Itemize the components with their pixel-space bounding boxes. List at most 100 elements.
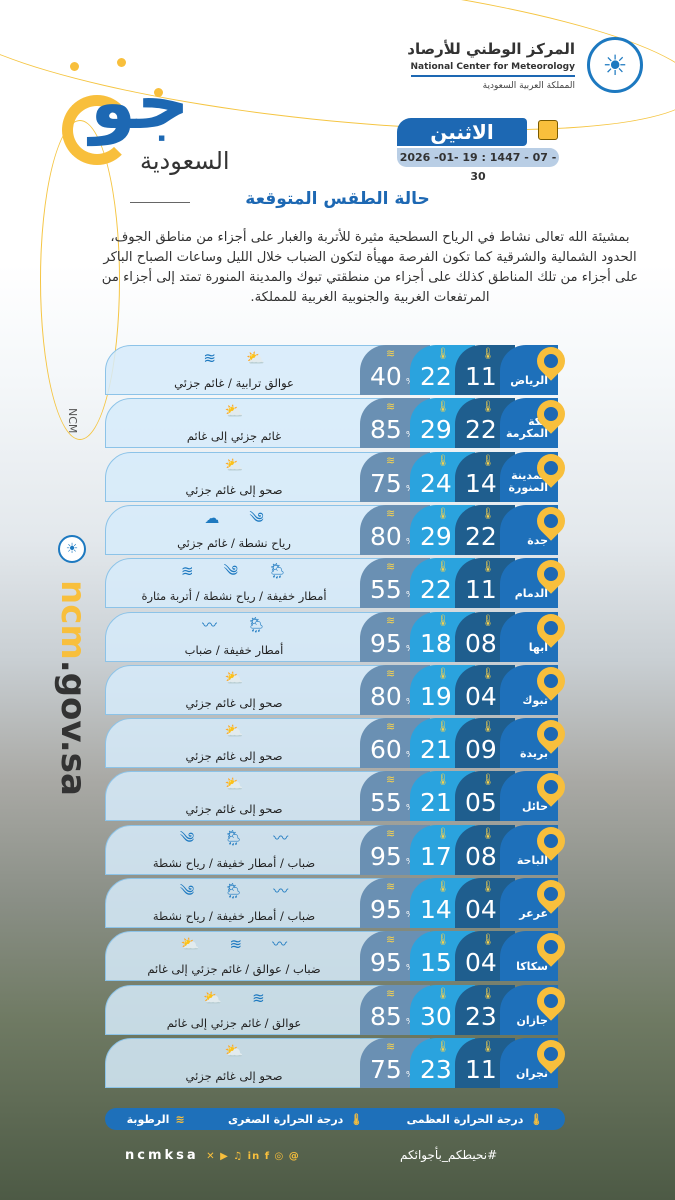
percent-sign: % [406, 484, 414, 494]
humidity-value: 80 [370, 521, 402, 551]
condition-text: عوالق ترابية / غائم جزئي [174, 376, 294, 390]
condition-icons: ⛅ [110, 775, 358, 793]
fog-icon: 〰 [273, 882, 289, 900]
thermometer-snow-icon: 🌡 [481, 986, 495, 1000]
logo-dot [70, 62, 79, 71]
legend: 🌡 درجة الحرارة العظمى 🌡 درجة الحرارة الصغر… [105, 1108, 565, 1130]
humidity-value: 55 [370, 575, 402, 605]
min-temp-value: 11 [465, 575, 497, 605]
condition-icons: 🌦 〰 [110, 616, 358, 634]
thermometer-sun-icon: 🌡 [436, 720, 450, 734]
max-temp-value: 21 [420, 788, 452, 818]
thermometer-sun-icon: 🌡 [436, 826, 450, 840]
thermometer-sun-icon: 🌡 [436, 773, 450, 787]
condition-text: صحو إلى غائم جزئي [185, 1068, 283, 1083]
humidity-icon: ≋ [386, 880, 396, 893]
thermometer-snow-icon: 🌡 [481, 560, 495, 574]
condition-panel: ⛅ صحو إلى غائم جزئي [105, 664, 390, 715]
humidity-value: 85 [370, 415, 402, 445]
thermometer-snow-icon: 🌡 [481, 1039, 495, 1053]
condition-text: عوالق / غائم جزئي إلى غائم [166, 1015, 302, 1030]
condition-text: صحو إلى غائم جزئي [185, 482, 283, 497]
humidity-value: 80 [370, 681, 402, 711]
city-name-text: جدة [527, 533, 548, 547]
thermometer-sun-icon: 🌡 [436, 933, 450, 947]
partly-cloudy-icon: ⛅ [224, 455, 244, 474]
logo-dot [154, 88, 163, 97]
condition-panel: ⛅ صحو إلى غائم جزئي [105, 1037, 390, 1088]
city-name-text: أبها [528, 640, 548, 654]
min-temp-value: 11 [465, 362, 497, 391]
thermometer-sun-icon: 🌡 [436, 880, 450, 893]
min-temp-value: 14 [465, 468, 497, 498]
humidity-icon: ≋ [386, 560, 396, 574]
thermometer-sun-icon: 🌡 [436, 400, 450, 414]
thermometer-sun-icon: 🌡 [436, 347, 450, 360]
page-title: حالة الطقس المتوقعة [245, 189, 430, 209]
humidity-icon: ≋ [386, 986, 396, 1000]
condition-text: صحو إلى غائم جزئي [185, 749, 283, 764]
percent-sign: % [406, 1017, 414, 1027]
condition-panel: ⛅ صحو إلى غائم جزئي [105, 718, 390, 769]
date-label: 2026 -01- 19 : 1447 - 07 - 30 [397, 148, 559, 183]
humidity-icon: ≋ [386, 453, 396, 467]
city-row: ⛅≋ عوالق ترابية / غائم جزئي ≋40% 🌡22 🌡11… [105, 341, 571, 395]
thermometer-snow-icon: 🌡 [481, 666, 495, 680]
calendar-icon [538, 120, 558, 140]
legend-max-label: درجة الحرارة العظمى [406, 1112, 524, 1126]
thermometer-snow-icon: 🌡 [349, 1112, 364, 1126]
min-temp-value: 08 [465, 841, 497, 871]
thermometer-snow-icon: 🌡 [481, 880, 495, 893]
dust-icon: ≋ [229, 935, 243, 954]
dust-icon: ≋ [252, 988, 265, 1007]
thermometer-sun-icon: 🌡 [436, 453, 450, 467]
percent-sign: % [406, 857, 414, 867]
max-temp-value: 18 [420, 628, 452, 658]
condition-text: غائم جزئي إلى غائم [186, 429, 282, 444]
percent-sign: % [406, 803, 414, 813]
max-temp-value: 30 [420, 1001, 452, 1031]
min-temp-value: 09 [465, 735, 497, 765]
city-row: ༄☁ رياح نشطة / غائم جزئي ≋80% 🌡29 🌡22 جد… [105, 501, 571, 555]
humidity-value: 60 [370, 735, 402, 765]
hashtag: #نحيطكم_بأجوائكم [400, 1148, 498, 1162]
fog-icon: 〰 [272, 935, 288, 954]
percent-sign: % [406, 590, 414, 600]
city-name-text: نجران [515, 1066, 548, 1080]
condition-text: أمطار خفيفة / ضباب [184, 642, 284, 657]
city-row: ⛅ صحو إلى غائم جزئي ≋75% 🌡23 🌡11 نجران [105, 1034, 571, 1088]
max-temp-value: 17 [420, 841, 452, 871]
condition-icons: 〰 ≋ ⛅ [110, 935, 358, 953]
humidity-value: 95 [370, 895, 402, 924]
light-rain-icon: 🌦 [224, 828, 244, 847]
social-handle[interactable]: ncmksa ✕ ▶ ♫ in f ◎ @ [125, 1148, 300, 1163]
url-rest: .gov.sa [53, 659, 93, 796]
condition-panel: ≋ ⛅ عوالق / غائم جزئي إلى غائم [105, 984, 390, 1035]
humidity-icon: ≋ [386, 1039, 396, 1053]
thermometer-sun-icon: 🌡 [436, 506, 450, 520]
brand-logo-text: جو [90, 60, 194, 146]
partly-cloudy-icon: ⛅ [224, 402, 244, 421]
social-icons[interactable]: ✕ ▶ ♫ in f ◎ @ [206, 1151, 300, 1162]
city-name-text: الرياض [510, 374, 548, 387]
legend-humidity-label: الرطوبة [126, 1112, 170, 1126]
condition-text: صحو إلى غائم جزئي [185, 695, 283, 710]
condition-icons: ༄ ☁ [110, 509, 358, 527]
max-temp-value: 21 [420, 735, 452, 765]
condition-text: أمطار خفيفة / رياح نشطة / أتربة مثارة [141, 589, 327, 604]
min-temp-value: 04 [465, 948, 497, 978]
legend-min: 🌡 درجة الحرارة الصغرى [228, 1113, 363, 1126]
min-temp-value: 04 [465, 681, 497, 711]
humidity-icon: ≋ [386, 506, 396, 520]
fog-icon: 〰 [273, 828, 289, 847]
humidity-value: 75 [370, 1054, 402, 1084]
condition-text: ضباب / عوالق / غائم جزئي إلى غائم [147, 962, 321, 977]
humidity-icon: ≋ [386, 666, 396, 680]
condition-panel: ⛅ غائم جزئي إلى غائم [105, 398, 390, 449]
cloud-icon: ☁ [204, 508, 220, 527]
max-temp-value: 22 [420, 362, 452, 391]
website-url[interactable]: ncm.gov.sa [53, 580, 93, 796]
min-temp-value: 05 [465, 788, 497, 818]
humidity-icon: ≋ [386, 400, 396, 414]
url-prefix: ncm [53, 580, 93, 660]
